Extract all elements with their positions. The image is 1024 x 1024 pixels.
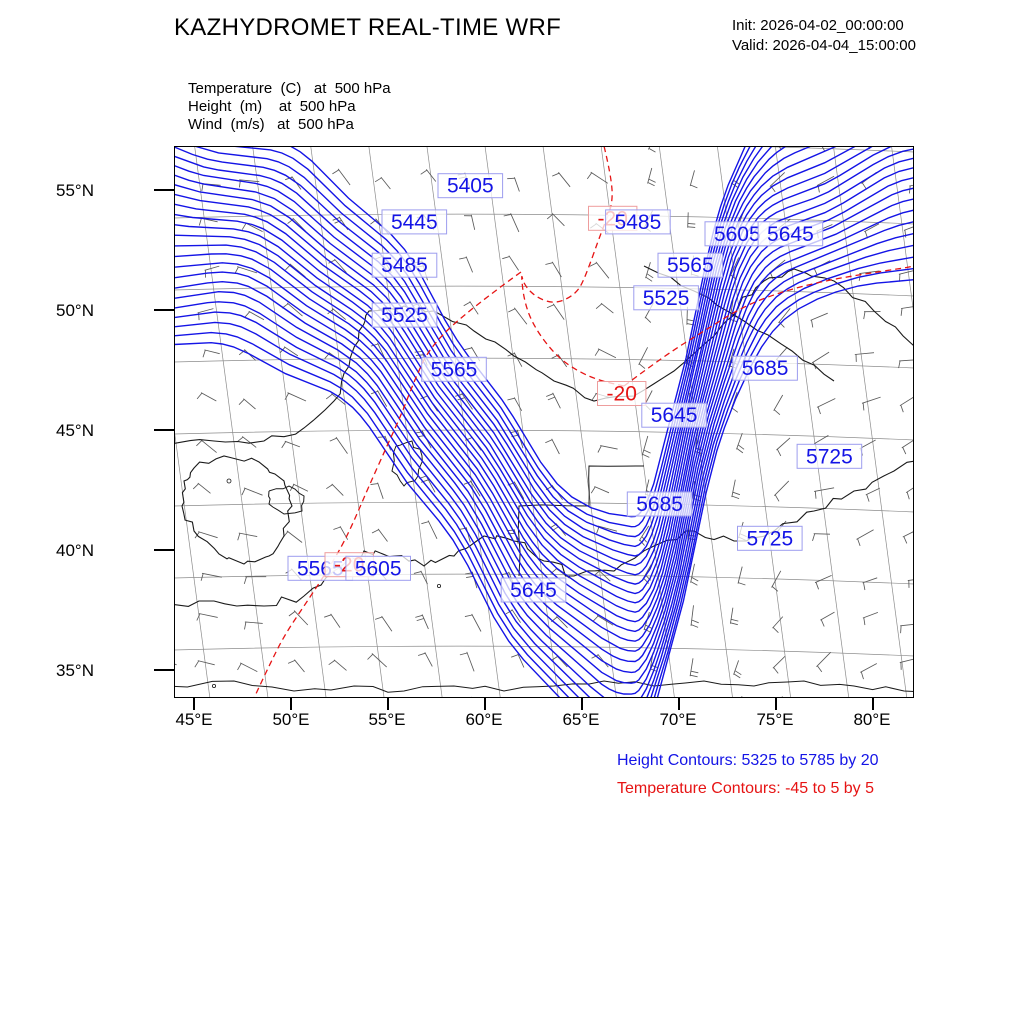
svg-text:5645: 5645 <box>651 404 698 427</box>
svg-text:5685: 5685 <box>636 493 683 516</box>
svg-text:5605: 5605 <box>355 557 402 580</box>
svg-text:5485: 5485 <box>615 211 662 234</box>
svg-text:5565: 5565 <box>667 254 714 277</box>
svg-text:5685: 5685 <box>742 357 789 380</box>
svg-text:5645: 5645 <box>510 579 557 602</box>
svg-text:5525: 5525 <box>643 287 690 310</box>
svg-text:5405: 5405 <box>447 175 494 198</box>
svg-text:5525: 5525 <box>381 304 428 327</box>
svg-text:5725: 5725 <box>746 527 793 550</box>
svg-text:5725: 5725 <box>806 445 853 468</box>
svg-text:5645: 5645 <box>767 223 814 246</box>
svg-text:5445: 5445 <box>391 211 438 234</box>
svg-text:-20: -20 <box>607 383 637 406</box>
svg-text:5485: 5485 <box>381 254 428 277</box>
svg-text:5565: 5565 <box>431 358 478 381</box>
svg-text:5605: 5605 <box>714 223 761 246</box>
